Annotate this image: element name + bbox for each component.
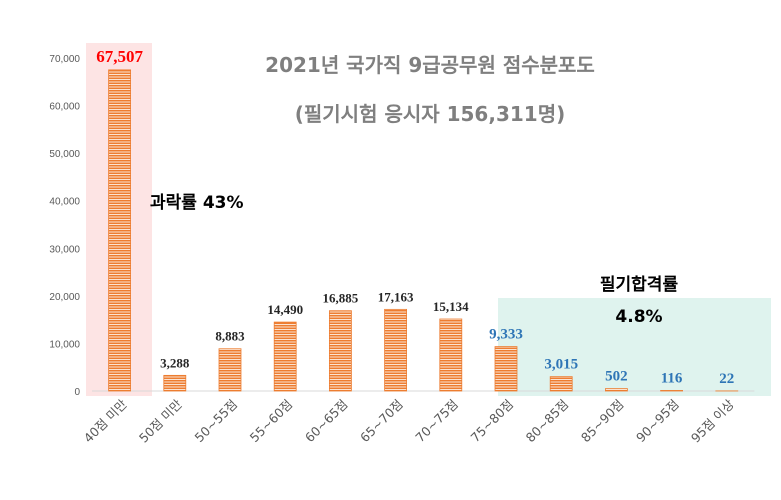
bar (273, 321, 297, 392)
x-category-label: 50~55점 (191, 397, 240, 446)
x-category-label: 90~95점 (633, 397, 682, 446)
y-tick-label: 50,000 (49, 149, 80, 160)
x-category-label: 75~80점 (467, 397, 516, 446)
data-label: 15,134 (433, 299, 469, 314)
y-tick-label: 70,000 (49, 54, 80, 65)
x-category-label: 95점 이상 (688, 396, 737, 445)
bar (218, 348, 242, 392)
data-label: 14,490 (267, 302, 303, 317)
x-category-label: 50점 미만 (136, 396, 185, 445)
bars-group (108, 69, 739, 392)
x-category-label: 40점 미만 (81, 396, 130, 445)
bar (439, 318, 463, 392)
y-tick-label: 60,000 (49, 102, 80, 113)
x-category-label: 70~75점 (412, 397, 461, 446)
y-tick-label: 40,000 (49, 197, 80, 208)
data-label: 3,288 (160, 355, 190, 370)
y-tick-label: 0 (74, 387, 80, 398)
data-label: 16,885 (323, 291, 359, 306)
bar (108, 69, 131, 392)
fail-rate-annotation: 과락률 43% (150, 193, 244, 213)
bar (549, 376, 573, 392)
x-category-label: 60~65점 (302, 397, 351, 446)
x-axis-labels: 40점 미만 50점 미만 50~55점 55~60점 60~65점 65~70점 70~7… (81, 396, 738, 445)
x-category-label: 55~60점 (247, 397, 296, 446)
data-labels-group: 67,507 3,288 8,883 14,490 16,885 17,163 15,134… (96, 47, 734, 387)
bar (384, 308, 408, 392)
data-label: 17,163 (378, 289, 414, 304)
bar (494, 346, 518, 392)
chart-title: 2021년 국가직 9급공무원 점수분포도 (265, 53, 595, 77)
y-tick-label: 10,000 (49, 339, 80, 350)
data-label: 22 (719, 371, 734, 387)
pass-highlight-region (498, 298, 771, 396)
data-label: 116 (661, 370, 683, 386)
data-label: 8,883 (215, 329, 245, 344)
y-tick-label: 30,000 (49, 244, 80, 255)
x-category-label: 65~70점 (357, 397, 406, 446)
x-category-label: 80~85점 (523, 397, 572, 446)
data-label: 502 (605, 369, 628, 385)
bar (605, 388, 628, 392)
x-category-label: 85~90점 (578, 397, 627, 446)
bar (660, 390, 683, 392)
y-axis: 0 10,000 20,000 30,000 40,000 50,000 60,000 70,… (49, 54, 80, 398)
y-tick-label: 20,000 (49, 292, 80, 303)
pass-rate-value: 4.8% (615, 307, 662, 327)
bar (328, 310, 352, 392)
chart-subtitle: (필기시험 응시자 156,311명) (295, 102, 566, 126)
pass-rate-title: 필기합격률 (600, 274, 679, 295)
data-label: 3,015 (544, 357, 578, 373)
data-label: 9,333 (489, 327, 523, 343)
data-label: 67,507 (96, 47, 143, 66)
bar (163, 374, 187, 392)
